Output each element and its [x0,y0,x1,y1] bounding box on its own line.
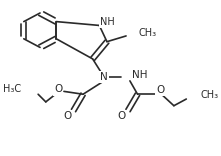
Text: NH: NH [132,70,147,80]
Text: O: O [54,84,62,95]
Text: CH₃: CH₃ [139,28,157,38]
Text: O: O [117,111,126,121]
Text: NH: NH [100,17,114,27]
Text: CH₃: CH₃ [201,90,219,100]
Text: O: O [64,111,72,121]
Text: H₃C: H₃C [3,84,21,95]
Text: O: O [156,85,165,95]
Text: N: N [100,72,108,82]
